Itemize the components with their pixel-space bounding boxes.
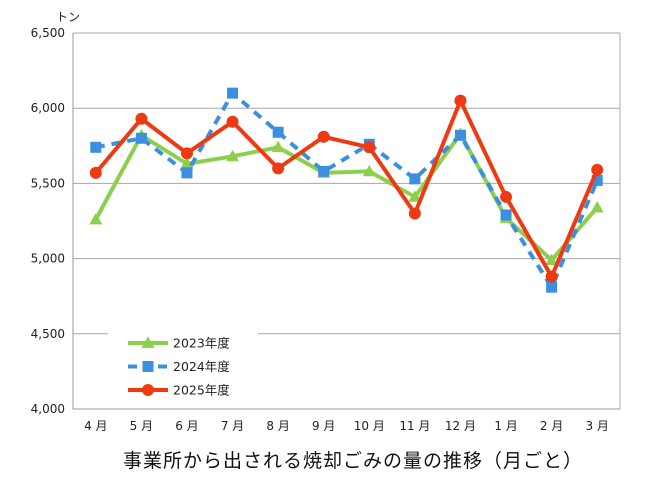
data-point — [545, 253, 559, 265]
y-tick-label: 4,500 — [31, 327, 65, 341]
y-axis-unit-label: トン — [56, 10, 80, 24]
data-point — [408, 207, 421, 220]
legend-item: 2023年度 — [128, 336, 230, 351]
data-point — [362, 164, 376, 177]
x-tick-label: 5 月 — [130, 419, 153, 433]
legend-item: 2024年度 — [128, 359, 230, 374]
data-point — [500, 209, 512, 221]
data-point — [500, 190, 513, 203]
data-point — [591, 163, 604, 176]
legend-marker — [142, 361, 154, 372]
y-tick-label: 5,000 — [31, 252, 65, 266]
data-point — [272, 126, 284, 138]
series-line — [94, 98, 600, 279]
data-point — [226, 149, 240, 162]
x-tick-label: 12 月 — [445, 419, 476, 433]
y-tick-label: 4,000 — [31, 402, 65, 416]
legend-marker — [141, 336, 155, 348]
chart-title: 事業所から出される焼却ごみの量の推移（月ごと） — [123, 450, 583, 472]
data-point — [135, 112, 148, 125]
data-point — [271, 140, 285, 153]
x-tick-label: 10 月 — [354, 419, 385, 433]
legend-item: 2025年度 — [128, 383, 230, 398]
data-point — [135, 132, 147, 144]
data-point — [545, 270, 558, 283]
legend-marker — [142, 384, 154, 396]
data-point — [227, 87, 239, 99]
data-point — [546, 281, 558, 293]
data-point — [363, 141, 376, 154]
x-tick-label: 9 月 — [312, 419, 335, 433]
x-tick-label: 4 月 — [84, 419, 107, 433]
data-point — [180, 157, 194, 169]
data-point — [590, 200, 604, 213]
x-tick-label: 6 月 — [175, 419, 198, 433]
data-point — [89, 166, 102, 179]
y-axis: 4,000 4,500 5,000 5,500 6,000 6,500 — [31, 26, 621, 416]
data-point — [408, 190, 422, 202]
data-point — [318, 165, 330, 177]
data-point — [181, 167, 193, 179]
x-tick-label: 8 月 — [266, 419, 289, 433]
legend-label: 2024年度 — [173, 359, 230, 374]
y-tick-label: 6,500 — [31, 26, 65, 40]
legend: 2023年度 2024年度 2025年度 — [128, 336, 230, 398]
series-group — [89, 87, 604, 293]
x-tick-label: 3 月 — [585, 419, 608, 433]
data-point — [409, 173, 421, 185]
data-point — [317, 130, 330, 143]
y-tick-label: 6,000 — [31, 101, 65, 115]
x-tick-label: 2 月 — [540, 419, 563, 433]
series-2025年度 — [89, 94, 604, 283]
x-tick-label: 11 月 — [399, 419, 430, 433]
series-2024年度 — [90, 87, 603, 293]
data-point — [454, 94, 467, 107]
data-point — [272, 162, 285, 175]
data-point — [226, 115, 239, 128]
data-point — [591, 174, 603, 186]
data-point — [89, 212, 103, 225]
x-tick-label: 7 月 — [221, 419, 244, 433]
legend-label: 2023年度 — [173, 336, 230, 351]
x-tick-label: 1 月 — [494, 419, 517, 433]
y-tick-label: 5,500 — [31, 176, 65, 190]
data-point — [454, 129, 466, 141]
x-axis: 4 月 5 月 6 月 7 月 8 月 9 月 10 月 11 月 12 月 1 月 2 月 3 月 — [84, 419, 609, 433]
series-line — [95, 91, 600, 290]
legend-label: 2025年度 — [173, 383, 230, 398]
data-point — [90, 141, 102, 153]
data-point — [180, 147, 193, 160]
